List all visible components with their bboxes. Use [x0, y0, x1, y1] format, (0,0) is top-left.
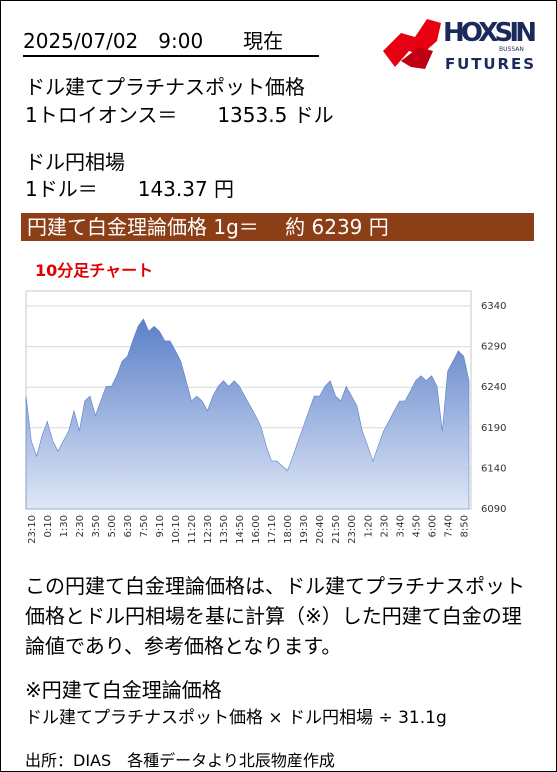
x-tick-label: 2:30	[75, 515, 86, 537]
x-tick-label: 20:40	[315, 515, 326, 544]
x-tick-label: 18:00	[283, 515, 294, 544]
logo-tag: BUSSAN	[499, 46, 524, 53]
header-date: 2025/07/02 9:00 現在	[23, 25, 319, 57]
logo-splash	[383, 19, 441, 67]
fx-value: 1ドル＝ 143.37 円	[25, 177, 235, 201]
chart: 6090 6140 6190 6240 6290 6340 23:10 0:10 1:30 2:3…	[25, 290, 506, 544]
x-tick-label: 3:50	[91, 515, 102, 537]
x-tick-label: 9:10	[155, 515, 166, 537]
x-tick-label: 1:30	[59, 515, 70, 537]
x-tick-label: 23:10	[27, 515, 38, 544]
logo-name: HOXSIN	[443, 18, 537, 48]
x-tick-label: 19:30	[299, 515, 310, 544]
note-text: この円建て白金理論価格は、ドル建てプラチナスポット価格とドル円相場を基に計算（※…	[25, 574, 525, 658]
formula-title: ※円建て白金理論価格	[25, 678, 222, 702]
x-tick-label: 12:30	[203, 515, 214, 544]
x-tick-label: 13:50	[219, 515, 230, 544]
x-tick-label: 1:20	[363, 515, 374, 537]
x-tick-label: 7:50	[139, 515, 150, 537]
x-tick-label: 5:00	[107, 515, 118, 537]
x-tick-label: 7:40	[443, 515, 454, 537]
x-tick-label: 8:50	[459, 515, 470, 537]
area	[25, 318, 470, 510]
formula: ドル建てプラチナスポット価格 × ドル円相場 ÷ 31.1g	[25, 708, 447, 728]
x-tick-label: 6:30	[123, 515, 134, 537]
x-tick-label: 21:50	[331, 515, 342, 544]
source: 出所：DIAS 各種データより北辰物産作成	[25, 751, 335, 770]
x-tick-label: 17:10	[267, 515, 278, 544]
x-tick-label: 0:10	[43, 515, 54, 537]
x-tick-label: 14:50	[235, 515, 246, 544]
y-tick-label: 6340	[481, 301, 506, 312]
chart-title: 10分足チャート	[35, 261, 154, 280]
y-tick-label: 6190	[481, 423, 506, 434]
logo-splash	[401, 47, 433, 69]
x-tick-label: 23:00	[347, 515, 358, 544]
fx-label: ドル円相場	[25, 150, 125, 174]
x-tick-label: 2:30	[379, 515, 390, 537]
y-tick-label: 6140	[481, 463, 506, 474]
y-tick-label: 6240	[481, 382, 506, 393]
x-tick-label: 4:50	[411, 515, 422, 537]
platinum-label: ドル建てプラチナスポット価格	[25, 75, 305, 99]
x-tick-label: 11:20	[187, 515, 198, 544]
logo-sub: FUTURES	[445, 55, 537, 73]
logo: HOXSIN BUSSAN FUTURES	[383, 18, 537, 73]
x-tick-label: 3:40	[395, 515, 406, 537]
y-tick-label: 6090	[481, 504, 506, 515]
x-tick-label: 10:10	[171, 515, 182, 544]
x-tick-label: 6:00	[427, 515, 438, 537]
x-tick-label: 16:00	[251, 515, 262, 544]
platinum-value: 1トロイオンス＝ 1353.5 ドル	[25, 103, 334, 127]
y-tick-label: 6290	[481, 342, 506, 353]
result-bar: 円建て白金理論価格 1g＝ 約 6239 円	[21, 213, 534, 241]
